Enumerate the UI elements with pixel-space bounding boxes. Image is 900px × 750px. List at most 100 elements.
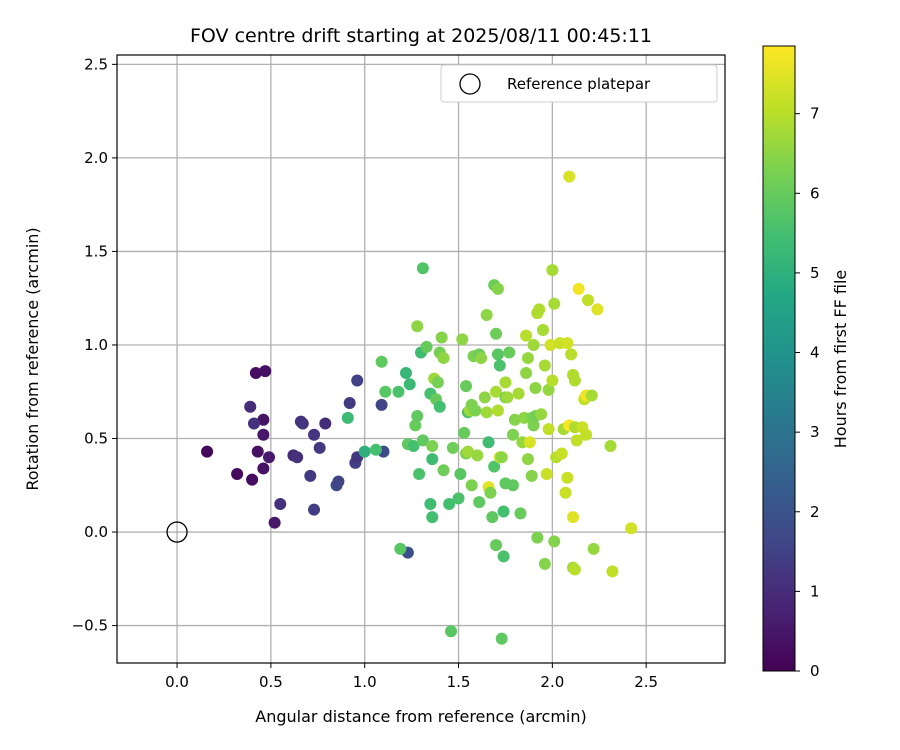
data-point: [431, 376, 444, 389]
data-point: [375, 398, 388, 411]
data-point: [572, 282, 585, 295]
data-point: [514, 507, 527, 520]
data-point: [259, 365, 272, 378]
data-point: [561, 471, 574, 484]
x-axis-label: Angular distance from reference (arcmin): [255, 707, 586, 726]
scatter-points: [201, 170, 638, 645]
colorbar: 0 1 2 3 4 5 6 7 Hours from first FF file: [762, 45, 850, 680]
x-tick-label: 0.5: [259, 673, 283, 691]
data-point: [407, 439, 420, 452]
data-point: [480, 309, 493, 322]
x-tick-label: 2.5: [634, 673, 658, 691]
data-point: [512, 387, 525, 400]
data-point: [332, 475, 345, 488]
data-point: [582, 294, 595, 307]
data-point: [411, 320, 424, 333]
colorbar-tick-label: 7: [810, 105, 820, 123]
data-point: [580, 428, 593, 441]
data-point: [456, 333, 469, 346]
data-point: [604, 439, 617, 452]
y-tick-label: 1.0: [84, 336, 108, 354]
data-point: [461, 445, 474, 458]
legend: Reference platepar: [440, 64, 718, 103]
y-tick-label: −0.5: [72, 617, 108, 635]
data-point: [488, 460, 501, 473]
data-point: [533, 303, 546, 316]
data-point: [559, 486, 572, 499]
data-point: [521, 352, 534, 365]
data-point: [497, 505, 510, 518]
data-point: [555, 447, 568, 460]
data-point: [508, 413, 521, 426]
data-point: [251, 445, 264, 458]
data-point: [606, 565, 619, 578]
colorbar-tick-label: 5: [810, 264, 820, 282]
data-point: [585, 389, 598, 402]
data-point: [454, 468, 467, 481]
data-point: [247, 417, 260, 430]
data-point: [469, 404, 482, 417]
data-point: [506, 428, 519, 441]
data-point: [523, 436, 536, 449]
data-point: [411, 410, 424, 423]
data-point: [257, 428, 270, 441]
data-point: [561, 337, 574, 350]
plot-area: [117, 55, 725, 663]
data-point: [319, 417, 332, 430]
data-point: [567, 511, 579, 524]
data-point: [490, 385, 503, 398]
data-point: [520, 329, 533, 342]
data-point: [369, 443, 382, 456]
data-point: [538, 557, 551, 570]
data-point: [465, 479, 478, 492]
data-point: [490, 327, 503, 340]
colorbar-label: Hours from first FF file: [831, 270, 850, 449]
data-point: [544, 338, 557, 351]
data-point: [548, 535, 561, 548]
chart-title: FOV centre drift starting at 2025/08/11 …: [190, 25, 652, 47]
data-point: [546, 374, 559, 387]
data-point: [625, 522, 638, 535]
colorbar-tick-label: 2: [810, 503, 820, 521]
legend-box: [440, 64, 718, 103]
data-point: [308, 428, 321, 441]
data-point: [535, 408, 548, 421]
data-point: [529, 381, 542, 394]
data-point: [445, 625, 458, 638]
data-point: [343, 396, 356, 409]
data-point: [413, 468, 426, 481]
legend-entry-reference-platepar: Reference platepar: [507, 75, 651, 93]
data-point: [542, 383, 555, 396]
data-point: [244, 400, 257, 413]
data-point: [587, 542, 600, 555]
colorbar-tick-label: 1: [810, 582, 820, 600]
data-point: [437, 464, 450, 477]
data-point: [591, 303, 604, 316]
data-point: [491, 282, 504, 295]
colorbar-gradient: [762, 45, 796, 672]
data-point: [521, 453, 534, 466]
y-tick-label: 0.0: [84, 523, 108, 541]
data-point: [486, 511, 499, 524]
data-point: [304, 469, 317, 482]
data-point: [274, 497, 287, 510]
data-point: [341, 411, 354, 424]
data-point: [480, 406, 493, 419]
data-point: [257, 413, 270, 426]
data-point: [495, 451, 508, 464]
data-point: [231, 468, 244, 481]
data-point: [392, 385, 405, 398]
y-tick-label: 1.5: [84, 242, 108, 260]
data-point: [531, 531, 544, 544]
data-point: [375, 355, 388, 368]
x-tick-label: 0.0: [165, 673, 189, 691]
data-point: [491, 404, 504, 417]
data-point: [452, 492, 465, 505]
y-tick-label: 2.0: [84, 149, 108, 167]
x-tick-label: 1.5: [447, 673, 471, 691]
data-point: [525, 469, 538, 482]
data-point: [437, 352, 450, 365]
y-axis-label: Rotation from reference (arcmin): [23, 227, 42, 490]
data-point: [570, 434, 583, 447]
